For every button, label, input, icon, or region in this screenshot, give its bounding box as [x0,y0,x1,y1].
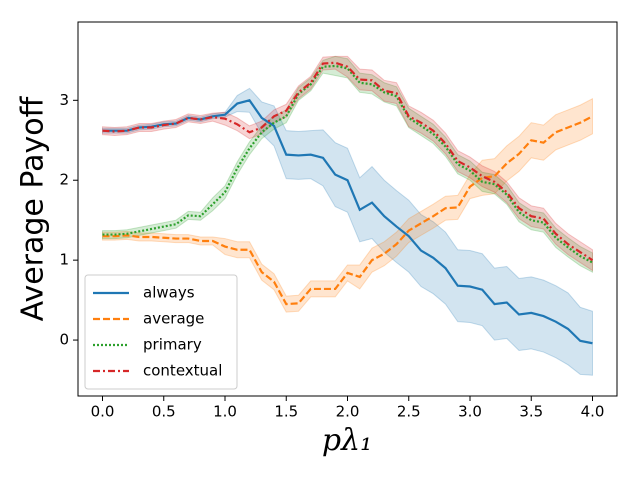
x-tick-label: 4.0 [581,403,605,421]
series-line [102,99,593,345]
error-band [102,87,593,376]
x-tick-label: 0.0 [91,403,115,421]
x-tick-label: 3.5 [519,403,543,421]
x-axis-label: pλ₁ [322,423,372,458]
legend: always average primary contextual [84,274,238,390]
x-tick-label: 1.5 [274,403,298,421]
y-tick-label: 0 [59,331,69,349]
legend-label: always [143,284,195,302]
y-axis-label: Average Payoff [16,95,51,321]
legend-label: contextual [143,362,222,380]
error-band [102,55,593,272]
x-tick-label: 1.0 [213,403,237,421]
error-band [102,97,593,313]
x-tick-label: 2.0 [336,403,360,421]
y-tick-label: 1 [59,251,69,269]
series-line [102,115,594,306]
x-tick-label: 3.0 [458,403,482,421]
lines [102,61,594,345]
x-tick-label: 2.5 [397,403,421,421]
x-tick-label: 0.5 [152,403,176,421]
y-tick-label: 3 [59,91,69,109]
error-band [102,55,593,273]
y-tick-label: 2 [59,171,69,189]
legend-label: average [143,310,204,328]
legend-label: primary [143,336,202,354]
series-line [102,64,594,264]
bands [102,55,593,376]
series-line [102,61,594,262]
legend-box [84,274,238,390]
